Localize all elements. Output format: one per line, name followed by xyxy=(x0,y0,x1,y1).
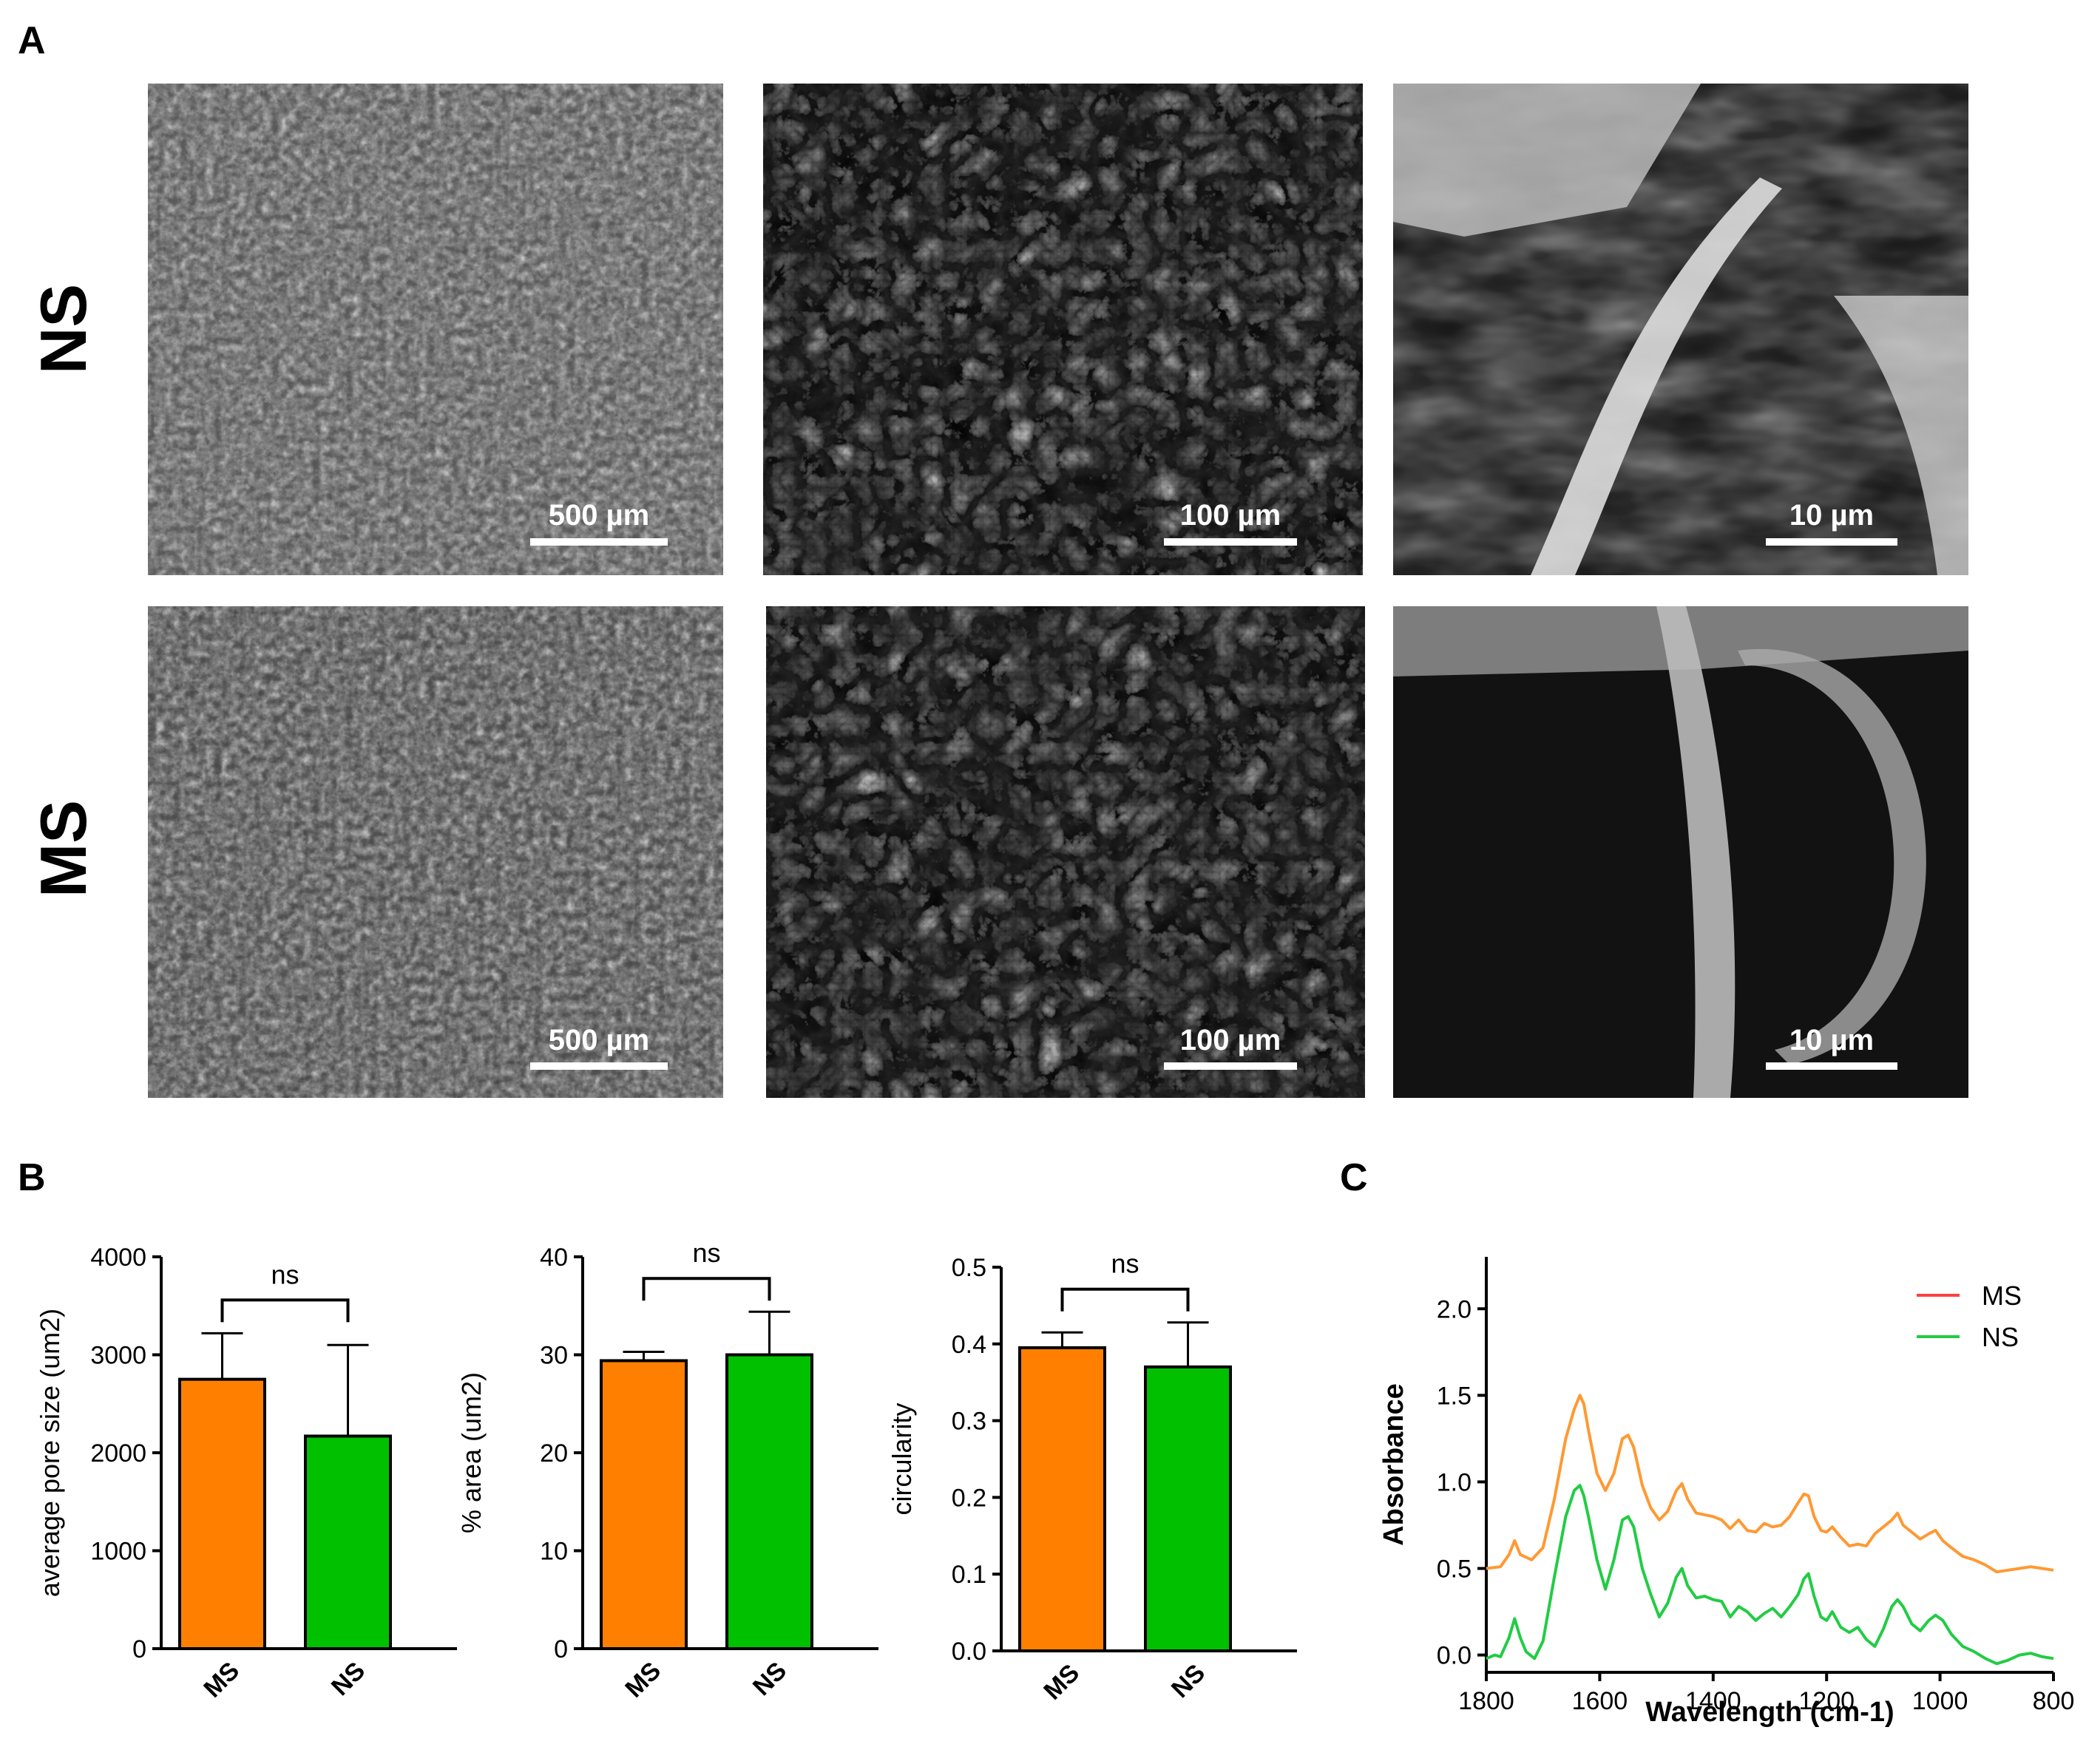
chart-circularity: 0.0 0.1 0.2 0.3 0.4 0.5 circularity MS NS ns xyxy=(887,1249,1297,1706)
scale-bar-label: 500 µm xyxy=(549,499,649,532)
y-axis-label: % area (um2) xyxy=(456,1372,487,1533)
scale-bar xyxy=(1766,1062,1897,1070)
x-tick-label: 1200 xyxy=(1798,1687,1855,1715)
significance-label: ns xyxy=(692,1238,720,1268)
y-tick-label: 40 xyxy=(540,1244,568,1272)
scale-bar-label: 100 µm xyxy=(1180,1024,1281,1056)
chart-area-percent: 0 10 20 30 40 % area (um2) MS NS ns xyxy=(456,1238,878,1703)
micrograph-ns-high-mag: 10 µm xyxy=(1393,84,1968,575)
y-tick-label: 0.4 xyxy=(952,1331,986,1359)
legend-label-ms: MS xyxy=(1982,1280,2022,1311)
panel-label-a: A xyxy=(18,19,46,62)
scale-bar xyxy=(1164,538,1297,546)
y-tick-label: 0 xyxy=(554,1635,568,1663)
bar-ms xyxy=(600,1359,688,1650)
scale-bar xyxy=(1164,1062,1297,1070)
scale-bar xyxy=(530,1062,668,1070)
y-tick-label: 0.2 xyxy=(952,1484,986,1512)
y-tick-label: 2000 xyxy=(90,1439,146,1468)
row-label-ms: MS xyxy=(27,800,100,898)
significance-bracket xyxy=(1060,1287,1190,1312)
y-tick-label: 3000 xyxy=(90,1342,146,1370)
significance-bracket xyxy=(642,1277,771,1301)
scale-bar-label: 10 µm xyxy=(1789,1024,1874,1056)
bar-ms xyxy=(178,1377,266,1650)
x-axis-label: Wavelength (cm-1) xyxy=(1645,1697,1894,1728)
y-tick-label: 0.5 xyxy=(952,1254,986,1282)
x-category-label: NS xyxy=(326,1657,370,1701)
panel-label-b: B xyxy=(18,1156,46,1199)
x-tick-label: 800 xyxy=(2033,1687,2075,1715)
significance-label: ns xyxy=(1111,1249,1139,1279)
micrograph-ms-mid-mag: 100 µm xyxy=(766,606,1365,1098)
x-category-label: MS xyxy=(1038,1659,1085,1706)
scale-bar xyxy=(1766,538,1897,546)
scale-bar-label: 500 µm xyxy=(549,1024,649,1056)
y-tick-label: 0.0 xyxy=(1437,1642,1472,1670)
x-tick-label: 1600 xyxy=(1572,1687,1628,1715)
x-category-label: NS xyxy=(1166,1659,1210,1703)
x-category-label: NS xyxy=(748,1657,792,1701)
x-tick-label: 1000 xyxy=(1912,1687,1968,1715)
x-category-label: MS xyxy=(620,1657,666,1703)
x-tick-label: 1400 xyxy=(1685,1687,1741,1715)
scale-bar-label: 100 µm xyxy=(1180,499,1281,532)
y-tick-label: 0.5 xyxy=(1437,1556,1472,1584)
scale-bar xyxy=(530,538,668,546)
y-tick-label: 1.0 xyxy=(1437,1468,1472,1496)
y-tick-label: 10 xyxy=(540,1538,568,1566)
micrograph-ms-high-mag: 10 µm xyxy=(1393,606,1968,1098)
significance-bracket xyxy=(220,1298,350,1323)
y-axis-label: average pore size (um2) xyxy=(35,1309,65,1597)
row-label-ns: NS xyxy=(27,284,100,374)
y-tick-label: 0 xyxy=(132,1635,146,1663)
micrograph-ms-low-mag: 500 µm xyxy=(148,606,723,1098)
y-tick-label: 1.5 xyxy=(1437,1382,1472,1410)
bar-ns xyxy=(1144,1365,1232,1652)
y-tick-label: 0.0 xyxy=(952,1638,986,1666)
y-tick-label: 1000 xyxy=(90,1538,146,1566)
series-line-ns xyxy=(1486,1484,2054,1666)
y-tick-label: 2.0 xyxy=(1437,1295,1472,1323)
panel-label-c: C xyxy=(1340,1156,1368,1199)
scale-bar-label: 10 µm xyxy=(1789,499,1874,532)
bar-ns xyxy=(304,1434,392,1650)
bar-ns xyxy=(725,1353,813,1650)
y-axis-label: Absorbance xyxy=(1378,1383,1409,1546)
micrograph-ns-mid-mag: 100 µm xyxy=(763,84,1363,575)
y-tick-label: 0.3 xyxy=(952,1408,986,1436)
y-tick-label: 30 xyxy=(540,1342,568,1370)
significance-label: ns xyxy=(271,1259,299,1289)
x-category-label: MS xyxy=(198,1657,245,1703)
series-line-ms xyxy=(1486,1394,2054,1574)
chart-ftir: 0.0 0.5 1.0 1.5 2.0 1800 1600 1400 1200 1000 800 Ab… xyxy=(1378,1257,2074,1728)
x-tick-label: 1800 xyxy=(1458,1687,1514,1715)
chart-pore-size: 0 1000 2000 3000 4000 average pore size (um2)… xyxy=(35,1244,457,1703)
bar-ms xyxy=(1018,1346,1106,1652)
y-tick-label: 20 xyxy=(540,1439,568,1468)
y-tick-label: 0.1 xyxy=(952,1561,986,1589)
micrograph-ns-low-mag: 500 µm xyxy=(148,84,723,575)
legend-label-ns: NS xyxy=(1982,1322,2019,1352)
y-axis-label: circularity xyxy=(887,1402,917,1515)
y-tick-label: 4000 xyxy=(90,1244,146,1272)
